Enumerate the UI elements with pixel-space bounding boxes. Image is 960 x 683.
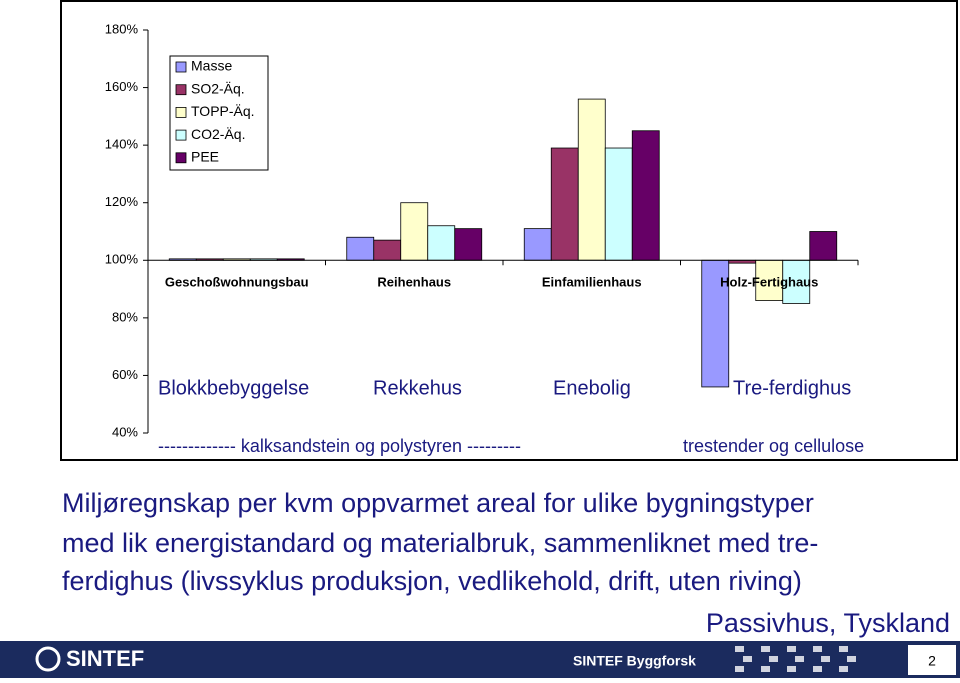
bar <box>782 259 811 304</box>
legend-swatch <box>175 129 187 141</box>
subtitle: Passivhus, Tyskland <box>706 608 950 638</box>
legend-swatch <box>175 61 187 73</box>
bar <box>550 147 579 261</box>
body-text: med lik energistandard og materialbruk, … <box>62 528 818 558</box>
legend-label: Masse <box>191 58 232 74</box>
pattern-dot <box>743 656 752 662</box>
y-tick-label: 140% <box>105 137 139 152</box>
legend-label: PEE <box>191 149 219 165</box>
x-tick-label: Reihenhaus <box>377 275 451 290</box>
legend-swatch <box>175 84 187 96</box>
footer-unit: SINTEF Byggforsk <box>573 653 696 669</box>
pattern-dot <box>769 656 778 662</box>
legend-swatch <box>175 152 187 164</box>
bar <box>373 239 402 261</box>
pattern-dot <box>813 646 822 652</box>
annotation: Enebolig <box>553 377 631 399</box>
annotation: Blokkbebyggelse <box>158 377 309 399</box>
pattern-dot <box>821 656 830 662</box>
x-tick-label: Holz-Fertighaus <box>720 275 818 290</box>
pattern-dot <box>735 666 744 672</box>
pattern-dot <box>847 656 856 662</box>
y-tick-label: 180% <box>105 21 139 36</box>
body-text: Miljøregnskap per kvm oppvarmet areal fo… <box>62 488 814 518</box>
bar <box>604 147 633 261</box>
pattern-dot <box>795 656 804 662</box>
x-tick-label: Geschoßwohnungsbau <box>165 275 309 290</box>
bar <box>577 98 606 261</box>
annotation: Tre-ferdighus <box>733 377 851 399</box>
pattern-dot <box>813 666 822 672</box>
pattern-dot <box>839 666 848 672</box>
bar <box>701 259 730 388</box>
bar <box>427 225 456 261</box>
page-number: 2 <box>928 653 936 669</box>
pattern-dot <box>761 646 770 652</box>
footer-logo: SINTEF <box>66 646 144 671</box>
y-tick-label: 80% <box>112 309 138 324</box>
logo-icon <box>35 646 61 672</box>
pattern-dot <box>787 646 796 652</box>
annotation: ------------- kalksandstein og polystyre… <box>158 436 521 456</box>
body-text: ferdighus (livssyklus produksjon, vedlik… <box>62 566 802 596</box>
page-box <box>908 645 956 675</box>
legend-label: CO2-Äq. <box>191 126 245 142</box>
y-tick-label: 40% <box>112 424 138 439</box>
bar <box>631 130 660 261</box>
bar <box>400 202 429 261</box>
annotation: Rekkehus <box>373 377 462 399</box>
bar <box>809 231 838 261</box>
x-tick-label: Einfamilienhaus <box>542 275 642 290</box>
footer-pattern <box>735 646 856 672</box>
y-tick-label: 120% <box>105 194 139 209</box>
pattern-dot <box>787 666 796 672</box>
bar <box>523 228 552 261</box>
legend-label: SO2-Äq. <box>191 80 245 96</box>
legend-swatch <box>175 107 187 118</box>
annotation: trestender og cellulose <box>683 436 864 456</box>
legend-label: TOPP-Äq. <box>191 103 255 119</box>
pattern-dot <box>761 666 770 672</box>
y-tick-label: 160% <box>105 79 139 94</box>
pattern-dot <box>839 646 848 652</box>
bar <box>454 228 483 261</box>
y-tick-label: 100% <box>105 252 139 267</box>
bar <box>346 236 375 261</box>
bar <box>755 259 784 301</box>
y-tick-label: 60% <box>112 367 138 382</box>
pattern-dot <box>735 646 744 652</box>
